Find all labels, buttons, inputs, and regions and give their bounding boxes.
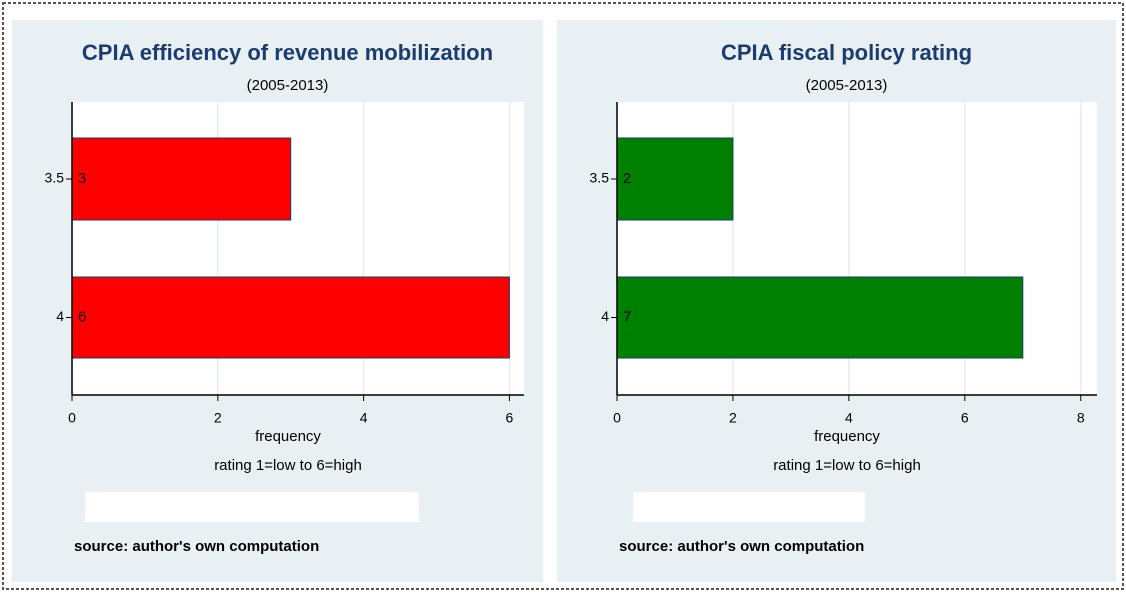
source: source: author's own computation — [619, 538, 864, 555]
bar — [616, 276, 1024, 359]
blank-box — [633, 492, 865, 522]
x-tick-label: 0 — [613, 410, 621, 426]
y-tick-label: 3.5 — [590, 170, 610, 186]
blank-box — [85, 492, 419, 522]
chart-title: CPIA efficiency of revenue mobilization — [82, 40, 493, 65]
data-label: 7 — [623, 308, 631, 325]
bar — [71, 276, 510, 359]
data-label: 6 — [78, 308, 86, 325]
x-tick-label: 2 — [214, 410, 222, 426]
x-tick-label: 8 — [1077, 410, 1085, 426]
x-tick-label: 2 — [729, 410, 737, 426]
x-axis-label: frequency — [255, 428, 321, 445]
chart-subtitle: (2005-2013) — [806, 77, 888, 94]
bar — [616, 137, 734, 221]
x-tick-label: 4 — [845, 410, 853, 426]
bar — [71, 137, 292, 221]
x-tick-label: 6 — [961, 410, 969, 426]
source: source: author's own computation — [74, 538, 319, 555]
note: rating 1=low to 6=high — [773, 457, 921, 474]
y-tick-label: 3.5 — [45, 170, 65, 186]
x-axis-label: frequency — [814, 428, 880, 445]
note: rating 1=low to 6=high — [214, 457, 362, 474]
x-tick-label: 4 — [360, 410, 368, 426]
y-tick-label: 4 — [56, 308, 64, 324]
data-label: 2 — [623, 170, 631, 187]
chart-title: CPIA fiscal policy rating — [721, 40, 972, 65]
x-tick-label: 6 — [506, 410, 514, 426]
chart-subtitle: (2005-2013) — [247, 77, 329, 94]
data-label: 3 — [78, 170, 86, 187]
x-tick-label: 0 — [68, 410, 76, 426]
y-tick-label: 4 — [601, 308, 609, 324]
